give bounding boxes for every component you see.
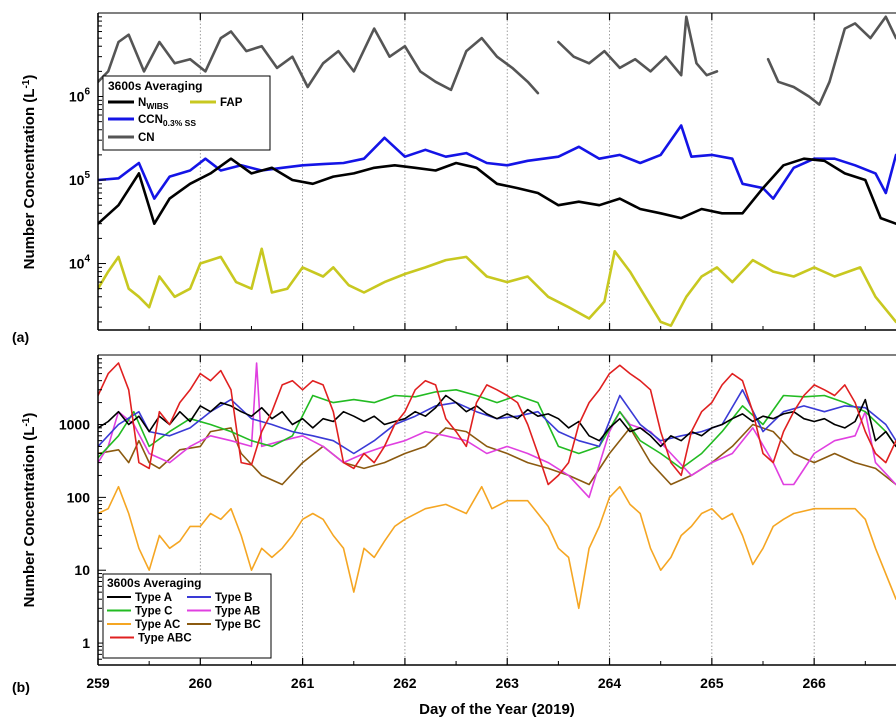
panel-a-series-cn-seg1 (557, 15, 719, 77)
x-tick-label-262: 262 (393, 675, 417, 691)
panel-a-legend-label-fap: FAP (220, 97, 243, 109)
panel-b-series-type-ab (98, 362, 896, 499)
panel-b-y-tick-label: 1 (82, 635, 90, 651)
panel-b: 1 10 100 1000 3600s Averaging Type A Type B Ty… (12, 354, 896, 695)
panel-b-legend-label-type-ab: Type AB (215, 606, 260, 618)
panel-a-series-fap (98, 247, 896, 328)
x-tick-label-260: 260 (189, 675, 213, 691)
panel-b-gridlines (199, 355, 815, 665)
panel-b-ticks: 1 10 100 1000 (59, 354, 866, 666)
panel-a-series-n-wibs (98, 157, 896, 225)
x-tick-labels: 259 260 261 262 263 264 265 266 (86, 675, 826, 691)
panel-b-y-tick-label: 1000 (59, 417, 90, 433)
panel-a-label: (a) (12, 329, 29, 345)
panel-b-legend-box (102, 573, 272, 659)
x-tick-label-264: 264 (598, 675, 622, 691)
panel-b-series-type-ac (98, 485, 896, 610)
panel-a-legend-label-ccn-0-3-ss: CCN0.3% SS (138, 114, 196, 128)
panel-a-y-tick-label: 106 (69, 87, 91, 105)
panel-b-legend: 3600s Averaging Type A Type B Type C Type AB… (102, 573, 272, 659)
x-tick-label-266: 266 (802, 675, 826, 691)
panel-b-series (98, 362, 896, 610)
panel-b-y-tick-label: 10 (74, 562, 90, 578)
panel-b-legend-label-type-b: Type B (215, 592, 253, 604)
panel-a-legend: 3600s Averaging NWIBS FAP CCN0.3% SS CN (102, 75, 271, 151)
panel-a-series-cn-seg0 (98, 27, 540, 95)
panel-a-y-tick-label: 104 (69, 254, 91, 272)
panel-a-y-axis-title: Number Concentration (L-1) (21, 75, 38, 270)
panel-a-series (98, 15, 896, 328)
x-tick-label-265: 265 (700, 675, 724, 691)
panel-b-y-axis-title: Number Concentration (L-1) (21, 413, 38, 608)
panel-b-legend-label-type-ac: Type AC (135, 619, 180, 631)
panel-a: 104 105 106 3600s Averaging NWIBS FAP CCN0.3%… (12, 12, 896, 345)
x-tick-label-259: 259 (86, 675, 110, 691)
panel-a-gridlines (199, 13, 815, 330)
panel-a-y-tick-label: 105 (69, 170, 91, 188)
panel-b-series-type-bc (98, 423, 896, 486)
panel-b-legend-label-type-a: Type A (135, 592, 172, 604)
panel-a-legend-label-n-wibs: NWIBS (138, 97, 169, 111)
panel-a-series-ccn-0-3-ss (98, 124, 896, 200)
panel-b-y-tick-label: 100 (67, 489, 91, 505)
x-axis-title: Day of the Year (2019) (419, 701, 575, 718)
panel-b-legend-title: 3600s Averaging (107, 576, 202, 590)
panel-b-series-type-abc (98, 362, 896, 486)
panel-a-legend-title: 3600s Averaging (108, 79, 203, 93)
x-tick-label-263: 263 (496, 675, 520, 691)
panel-a-ticks: 104 105 106 (69, 12, 866, 330)
panel-b-series-type-a (98, 394, 896, 448)
panel-b-series-type-b (98, 388, 896, 455)
panel-b-legend-label-type-abc: Type ABC (138, 633, 192, 645)
panel-b-series-type-c (98, 388, 896, 470)
panel-b-legend-label-type-bc: Type BC (215, 619, 261, 631)
panel-a-legend-label-cn: CN (138, 132, 155, 144)
panel-a-series-cn-seg2 (766, 15, 896, 106)
x-tick-label-261: 261 (291, 675, 315, 691)
panel-b-label: (b) (12, 679, 30, 695)
panel-b-legend-label-type-c: Type C (135, 606, 173, 618)
